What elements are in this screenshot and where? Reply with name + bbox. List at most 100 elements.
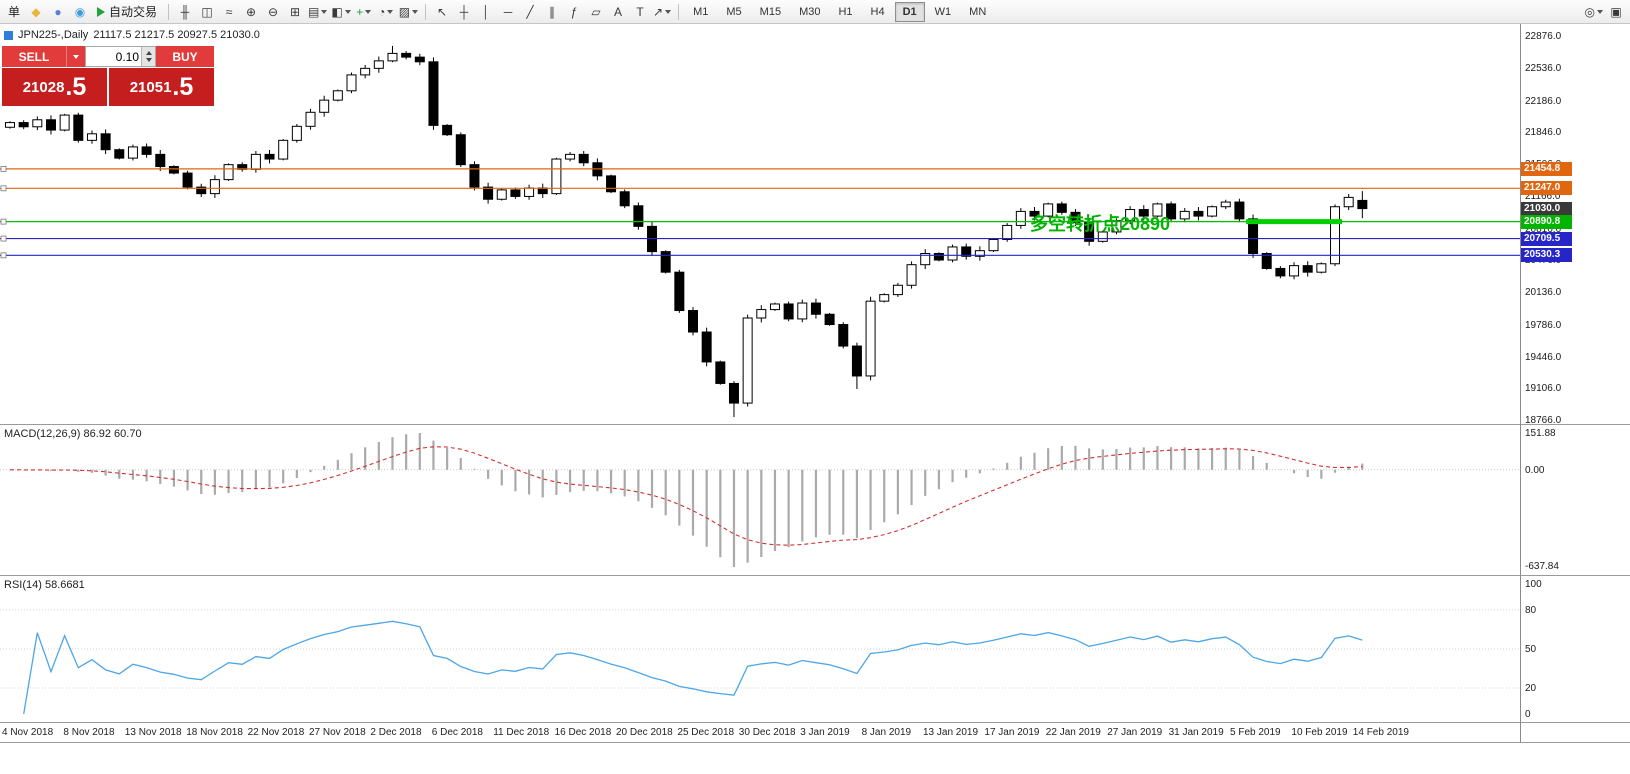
trade-options-caret-button[interactable] xyxy=(66,46,85,67)
date-label: 11 Dec 2018 xyxy=(493,727,550,738)
line-handle[interactable] xyxy=(0,165,7,172)
line-handle[interactable] xyxy=(0,252,7,259)
buy-button[interactable]: BUY xyxy=(156,46,214,67)
y-axis-label: 19786.0 xyxy=(1525,319,1562,331)
timeframe-button-MN[interactable]: MN xyxy=(969,5,987,18)
macd-axis-label: 151.88 xyxy=(1525,428,1556,439)
price-axis[interactable]: 22876.022536.022186.021846.021506.021166… xyxy=(1521,24,1629,742)
vertical-line-icon[interactable]: │ xyxy=(482,4,490,19)
sell-price-tile[interactable]: 21028 .5 xyxy=(2,68,107,106)
pivot-highlight-segment[interactable] xyxy=(1246,219,1343,225)
candles xyxy=(5,45,1368,418)
timeframe-button-M30[interactable]: M30 xyxy=(799,5,821,18)
new-order-icon[interactable]: 单 xyxy=(7,4,20,19)
y-axis-label: 21166.0 xyxy=(1525,190,1561,202)
timeframe-button-D1[interactable]: D1 xyxy=(894,1,925,22)
chevron-down-icon xyxy=(1597,9,1603,14)
spinner-up-icon[interactable] xyxy=(145,51,152,55)
y-axis-label: 22536.0 xyxy=(1525,62,1562,74)
price-tag-support-1: 20709.5 xyxy=(1521,231,1572,246)
line-handle[interactable] xyxy=(0,218,7,225)
price-tag-current: 21030.0 xyxy=(1521,201,1572,216)
tile-windows-icon[interactable]: ⊞ xyxy=(289,4,301,19)
symbol-label: JPN225-,Daily 21117.5 21217.5 20927.5 21… xyxy=(4,29,260,41)
price-tag-support-2: 20530.3 xyxy=(1521,248,1572,263)
line-handle[interactable] xyxy=(0,235,7,242)
one-click-trading-panel: SELL BUY 21028 .5 xyxy=(2,46,214,106)
price-chart-canvas[interactable] xyxy=(0,24,1520,424)
date-label: 8 Jan 2019 xyxy=(861,727,912,738)
bar-chart-icon[interactable]: ╫ xyxy=(180,4,190,19)
line-handle[interactable] xyxy=(0,185,7,192)
y-axis-label: 20136.0 xyxy=(1525,287,1562,299)
zoom-out-icon[interactable]: ⊖ xyxy=(267,4,279,19)
chart-window-icon[interactable]: ◆ xyxy=(31,4,41,19)
main-toolbar: 单 ◆ ● ◉ 自动交易 ╫ ◫ ≈ ⊕ ⊖ ⊞ ▤ ◧ + ◔ ▨ ↖ ┼ │ ─ ╱ ∥ ƒ ▱ A T ↗ M1 M5 M1… xyxy=(0,0,1630,24)
macd-canvas[interactable] xyxy=(0,425,1520,575)
add-indicator-icon[interactable]: + xyxy=(353,2,375,22)
quick-zoom-icon[interactable]: ◎ xyxy=(1583,2,1605,22)
y-axis-label: 19106.0 xyxy=(1525,383,1562,395)
arrow-objects-icon[interactable]: ↗ xyxy=(651,2,673,22)
timeframe-button-W1[interactable]: W1 xyxy=(934,5,952,18)
symbol-title: JPN225-,Daily xyxy=(18,29,89,41)
macd-pane: MACD(12,26,9) 86.92 60.70 xyxy=(0,425,1520,575)
pane-divider[interactable] xyxy=(0,424,1630,425)
date-label: 31 Jan 2019 xyxy=(1168,727,1224,738)
spinner-down-icon[interactable] xyxy=(145,58,152,62)
line-chart-icon[interactable]: ≈ xyxy=(225,4,233,19)
price-pane: JPN225-,Daily 21117.5 21217.5 20927.5 21… xyxy=(0,24,1520,424)
y-axis-label: 20816.0 xyxy=(1525,223,1562,235)
refresh-icon[interactable]: ◉ xyxy=(74,4,86,19)
y-axis-label: 22876.0 xyxy=(1525,31,1562,42)
auto-trading-button[interactable]: 自动交易 xyxy=(91,2,163,22)
shapes-icon[interactable]: ▱ xyxy=(591,4,601,19)
toolbar-group-right: ◎ ▣ xyxy=(1583,2,1627,22)
time-axis[interactable]: 4 Nov 2018 8 Nov 2018 13 Nov 2018 18 Nov 20… xyxy=(0,723,1520,741)
timeframe-button-H4[interactable]: H4 xyxy=(870,5,885,18)
rsi-pane: RSI(14) 58.6681 xyxy=(0,576,1520,722)
window-layout-icon[interactable]: ▣ xyxy=(1610,4,1622,19)
rsi-axis-label: 100 xyxy=(1525,579,1542,590)
axis-separator xyxy=(1520,24,1521,742)
zoom-in-icon[interactable]: ⊕ xyxy=(245,4,257,19)
trendline-icon[interactable]: ╱ xyxy=(526,4,534,19)
crosshair-icon[interactable]: ┼ xyxy=(459,4,469,19)
buy-price-tile[interactable]: 21051 .5 xyxy=(109,68,214,106)
chevron-down-icon xyxy=(412,9,419,14)
text-label-icon[interactable]: T xyxy=(636,4,644,19)
candlestick-icon[interactable]: ◫ xyxy=(201,4,213,19)
volume-input[interactable] xyxy=(86,47,141,66)
indicator-list-icon[interactable]: ▤ xyxy=(306,2,329,22)
periods-icon[interactable]: ◔ xyxy=(375,2,397,22)
sell-price-main: 21028 xyxy=(22,78,65,96)
cursor-icon[interactable]: ↖ xyxy=(437,4,448,19)
pivot-annotation[interactable]: 多空转折点20890 xyxy=(1030,214,1171,234)
timeframe-button-H1[interactable]: H1 xyxy=(838,5,853,18)
horizontal-line-icon[interactable]: ─ xyxy=(503,4,513,19)
toolbar-group-chart: ╫ ◫ ≈ ⊕ ⊖ ⊞ ▤ ◧ + ◔ ▨ xyxy=(174,2,420,22)
chevron-down-icon xyxy=(73,54,79,59)
pane-divider[interactable] xyxy=(0,575,1630,576)
auto-trading-label: 自动交易 xyxy=(109,5,158,19)
date-label: 3 Jan 2019 xyxy=(800,727,850,738)
y-axis-label: 19446.0 xyxy=(1525,351,1562,363)
templates-icon[interactable]: ▨ xyxy=(397,2,420,22)
chevron-down-icon xyxy=(665,9,672,14)
timeframe-button-M5[interactable]: M5 xyxy=(726,5,742,18)
chart-type-icon[interactable]: ◧ xyxy=(329,2,352,22)
profiles-icon[interactable]: ● xyxy=(54,4,62,19)
rsi-canvas[interactable] xyxy=(0,576,1520,722)
sell-button[interactable]: SELL xyxy=(2,46,66,67)
timeframe-button-M1[interactable]: M1 xyxy=(693,5,709,18)
rsi-axis-label: 80 xyxy=(1525,605,1537,616)
fibonacci-icon[interactable]: ƒ xyxy=(570,4,578,19)
rsi-label: RSI(14) 58.6681 xyxy=(4,579,85,591)
macd-axis-label: -637.84 xyxy=(1525,561,1559,572)
text-icon[interactable]: A xyxy=(614,4,623,19)
date-label: 2 Dec 2018 xyxy=(370,727,422,738)
chevron-down-icon xyxy=(321,9,328,14)
timeframe-button-M15[interactable]: M15 xyxy=(759,5,782,18)
channel-icon[interactable]: ∥ xyxy=(549,4,556,19)
